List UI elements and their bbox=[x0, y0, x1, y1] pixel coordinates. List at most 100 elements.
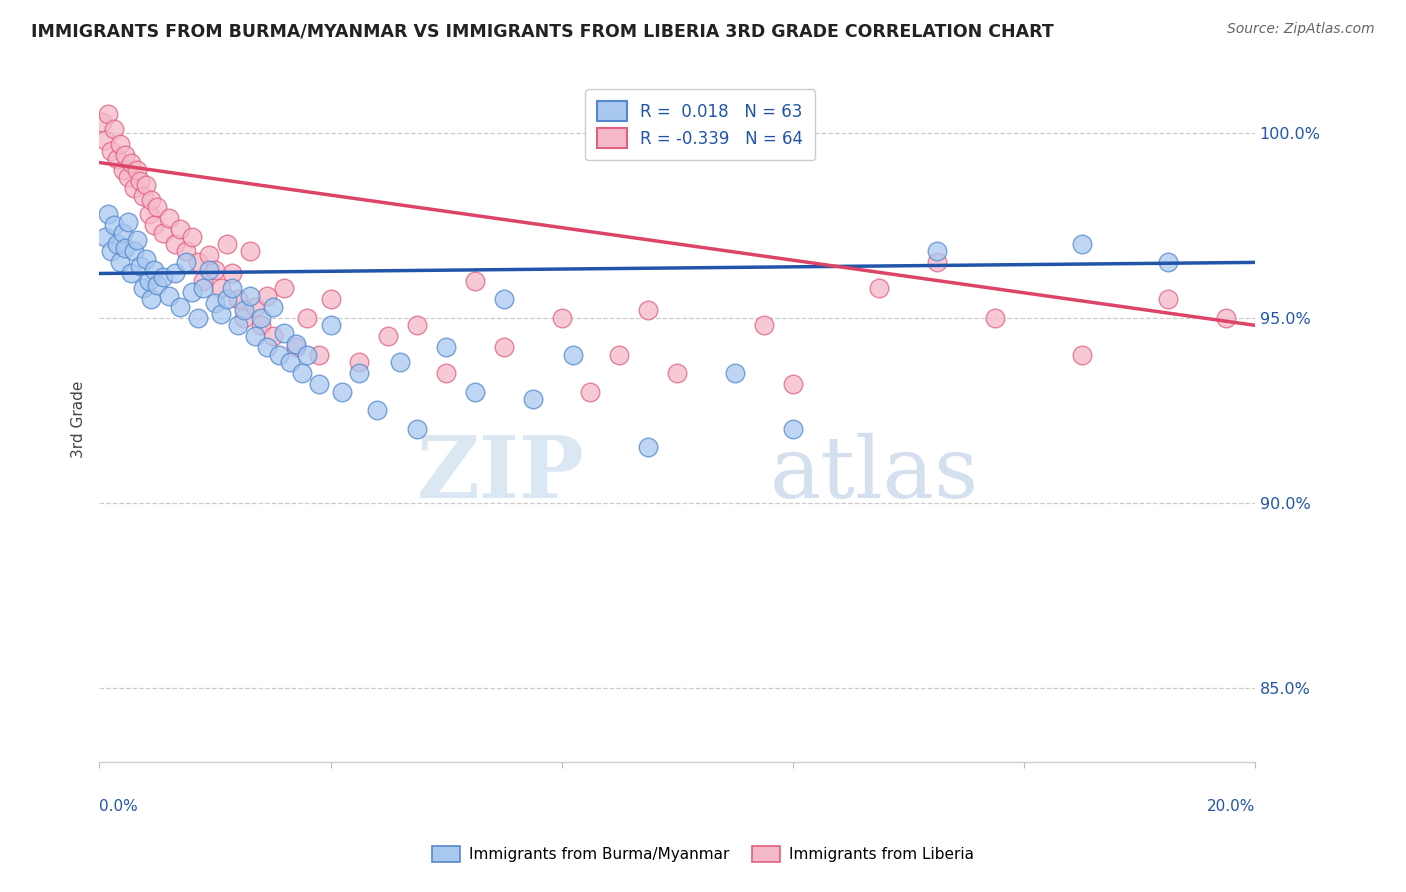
Point bbox=[492, 341, 515, 355]
Point bbox=[245, 300, 267, 314]
Point bbox=[138, 207, 160, 221]
Point bbox=[146, 200, 169, 214]
Point bbox=[349, 355, 371, 369]
Point bbox=[152, 226, 174, 240]
Point bbox=[291, 367, 314, 381]
Point bbox=[114, 241, 136, 255]
Point bbox=[330, 384, 353, 399]
Point bbox=[239, 288, 262, 302]
Point bbox=[308, 377, 330, 392]
Point bbox=[232, 303, 254, 318]
Point bbox=[97, 107, 120, 121]
Point bbox=[221, 281, 243, 295]
Point bbox=[297, 348, 319, 362]
Text: Source: ZipAtlas.com: Source: ZipAtlas.com bbox=[1227, 22, 1375, 37]
Point bbox=[128, 259, 150, 273]
Point bbox=[215, 293, 238, 307]
Point bbox=[262, 329, 284, 343]
Point bbox=[204, 262, 226, 277]
Point bbox=[297, 310, 319, 325]
Point bbox=[319, 293, 342, 307]
Point bbox=[262, 300, 284, 314]
Point bbox=[464, 274, 486, 288]
Point bbox=[782, 422, 804, 436]
Point bbox=[406, 318, 429, 333]
Point bbox=[174, 244, 197, 259]
Point bbox=[522, 392, 544, 407]
Point bbox=[782, 377, 804, 392]
Point bbox=[122, 181, 145, 195]
Point bbox=[105, 152, 128, 166]
Point bbox=[256, 341, 278, 355]
Point bbox=[637, 441, 659, 455]
Point bbox=[550, 310, 572, 325]
Point bbox=[169, 300, 191, 314]
Point bbox=[94, 133, 117, 147]
Point bbox=[209, 307, 232, 321]
Point bbox=[163, 236, 186, 251]
Point bbox=[927, 255, 949, 269]
Text: ZIP: ZIP bbox=[418, 433, 585, 516]
Point bbox=[100, 145, 122, 159]
Point bbox=[256, 288, 278, 302]
Point bbox=[250, 318, 273, 333]
Point bbox=[221, 267, 243, 281]
Point bbox=[187, 255, 209, 269]
Point bbox=[215, 236, 238, 251]
Point bbox=[125, 162, 148, 177]
Point bbox=[174, 255, 197, 269]
Point bbox=[666, 367, 689, 381]
Point bbox=[103, 122, 125, 136]
Point bbox=[1070, 348, 1092, 362]
Point bbox=[108, 136, 131, 151]
Point bbox=[273, 281, 295, 295]
Point bbox=[117, 170, 139, 185]
Point bbox=[226, 318, 249, 333]
Point bbox=[100, 244, 122, 259]
Point bbox=[226, 293, 249, 307]
Point bbox=[434, 341, 457, 355]
Point bbox=[94, 229, 117, 244]
Text: 0.0%: 0.0% bbox=[100, 799, 138, 814]
Point bbox=[169, 222, 191, 236]
Point bbox=[120, 267, 142, 281]
Point bbox=[209, 281, 232, 295]
Point bbox=[267, 348, 290, 362]
Point bbox=[125, 233, 148, 247]
Point bbox=[366, 403, 388, 417]
Point bbox=[97, 207, 120, 221]
Point bbox=[198, 262, 221, 277]
Point bbox=[579, 384, 602, 399]
Point bbox=[128, 174, 150, 188]
Point bbox=[245, 329, 267, 343]
Point bbox=[927, 244, 949, 259]
Point bbox=[1215, 310, 1237, 325]
Point bbox=[103, 219, 125, 233]
Point bbox=[308, 348, 330, 362]
Point bbox=[204, 296, 226, 310]
Point bbox=[120, 155, 142, 169]
Point bbox=[278, 355, 301, 369]
Point bbox=[132, 189, 155, 203]
Point bbox=[108, 255, 131, 269]
Point bbox=[138, 274, 160, 288]
Point bbox=[239, 244, 262, 259]
Point bbox=[562, 348, 585, 362]
Point bbox=[193, 281, 215, 295]
Point bbox=[284, 341, 307, 355]
Text: 20.0%: 20.0% bbox=[1206, 799, 1254, 814]
Point bbox=[349, 367, 371, 381]
Point bbox=[135, 178, 157, 192]
Point bbox=[141, 193, 163, 207]
Point bbox=[406, 422, 429, 436]
Legend: Immigrants from Burma/Myanmar, Immigrants from Liberia: Immigrants from Burma/Myanmar, Immigrant… bbox=[426, 840, 980, 868]
Point bbox=[117, 215, 139, 229]
Point bbox=[492, 293, 515, 307]
Point bbox=[319, 318, 342, 333]
Legend: R =  0.018   N = 63, R = -0.339   N = 64: R = 0.018 N = 63, R = -0.339 N = 64 bbox=[585, 89, 815, 160]
Point bbox=[143, 219, 166, 233]
Point bbox=[135, 252, 157, 266]
Point bbox=[232, 310, 254, 325]
Point bbox=[114, 148, 136, 162]
Point bbox=[724, 367, 747, 381]
